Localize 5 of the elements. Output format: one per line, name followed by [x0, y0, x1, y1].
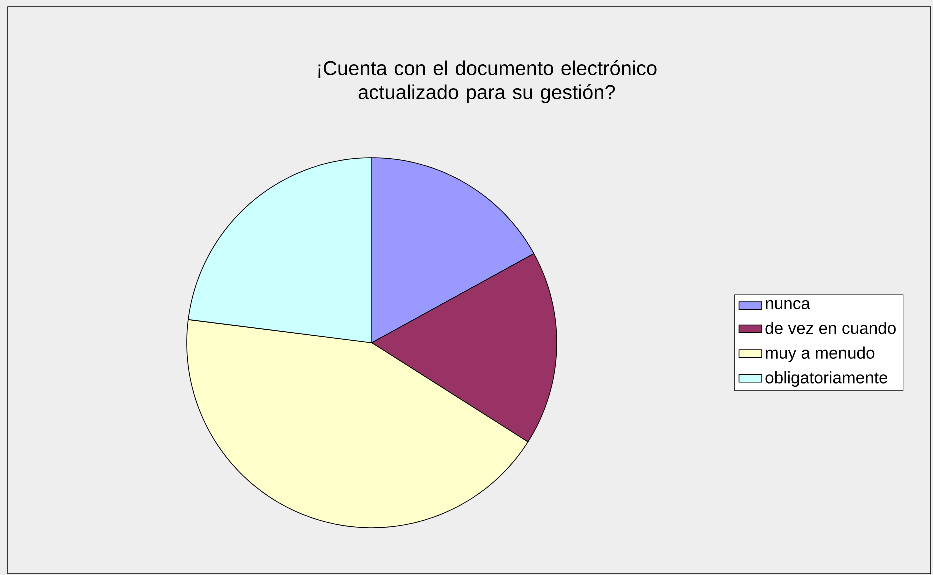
legend-label: nunca [766, 300, 810, 310]
legend-label: muy a menudo [766, 346, 875, 362]
legend-label: obligatoriamente [766, 372, 888, 388]
legend-label: de vez en cuando [766, 322, 896, 334]
chart-title: ¡Cuenta con el documento electrónico actualizado para su gestión? [318, 60, 657, 104]
